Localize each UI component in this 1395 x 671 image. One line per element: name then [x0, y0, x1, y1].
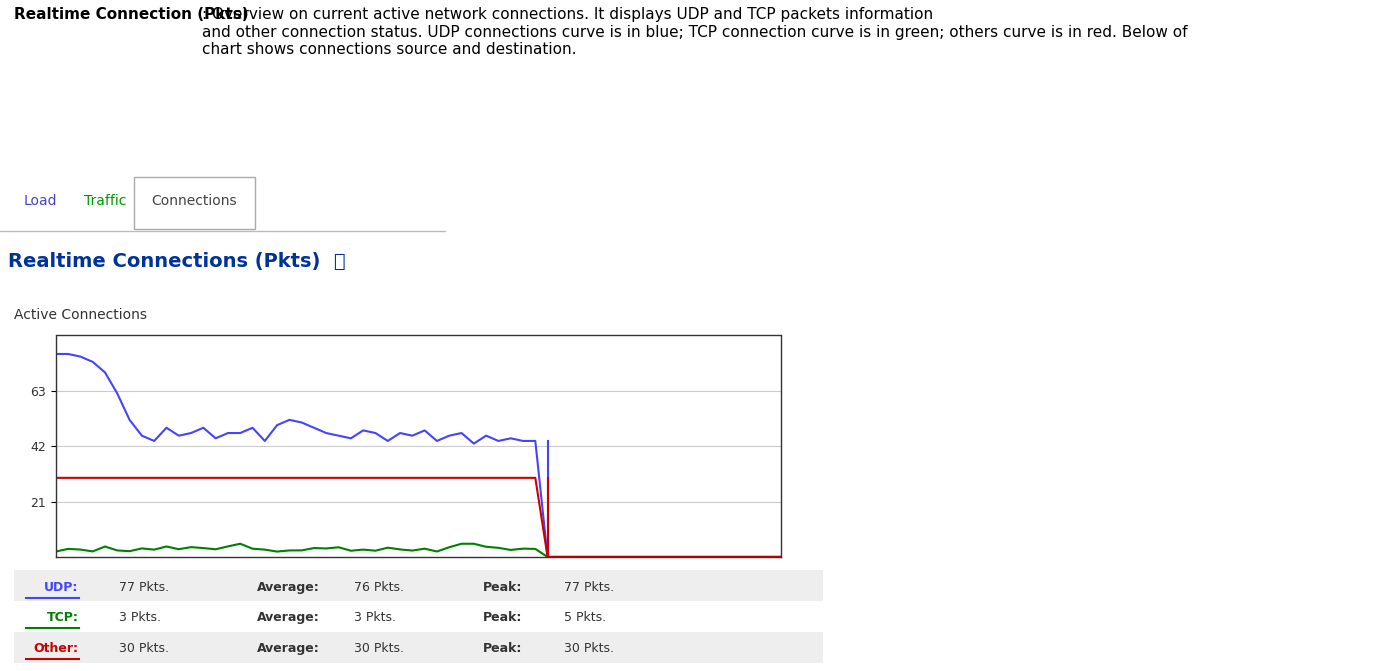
- Text: Traffic: Traffic: [84, 195, 127, 208]
- Text: Average:: Average:: [257, 581, 319, 594]
- Text: 30 Pkts.: 30 Pkts.: [564, 642, 614, 655]
- Text: 3 Pkts.: 3 Pkts.: [119, 611, 162, 624]
- Text: : Overview on current active network connections. It displays UDP and TCP packet: : Overview on current active network con…: [202, 7, 1187, 57]
- Bar: [14, 632, 823, 664]
- Text: TCP:: TCP:: [47, 611, 78, 624]
- Text: Average:: Average:: [257, 611, 319, 624]
- Text: 77 Pkts.: 77 Pkts.: [119, 581, 169, 594]
- Text: Connections: Connections: [152, 195, 237, 208]
- Text: Peak:: Peak:: [483, 611, 523, 624]
- Text: 5 Pkts.: 5 Pkts.: [564, 611, 607, 624]
- Text: Average:: Average:: [257, 642, 319, 655]
- Text: Peak:: Peak:: [483, 581, 523, 594]
- Text: 77 Pkts.: 77 Pkts.: [564, 581, 614, 594]
- Text: Load: Load: [24, 195, 57, 208]
- Text: UDP:: UDP:: [45, 581, 78, 594]
- Text: Other:: Other:: [33, 642, 78, 655]
- Text: Peak:: Peak:: [483, 642, 523, 655]
- Text: 3 Pkts.: 3 Pkts.: [354, 611, 396, 624]
- Text: Active Connections: Active Connections: [14, 309, 146, 322]
- Bar: [14, 570, 823, 601]
- FancyBboxPatch shape: [134, 177, 255, 229]
- Text: Realtime Connections (Pkts)  ⓘ: Realtime Connections (Pkts) ⓘ: [8, 252, 346, 271]
- Text: 30 Pkts.: 30 Pkts.: [354, 642, 403, 655]
- Text: (3 minute window, 3 second interval): (3 minute window, 3 second interval): [586, 570, 781, 580]
- Bar: [14, 601, 823, 632]
- Text: Realtime Connection (Pkts): Realtime Connection (Pkts): [14, 7, 248, 22]
- Text: 76 Pkts.: 76 Pkts.: [354, 581, 403, 594]
- Text: 30 Pkts.: 30 Pkts.: [119, 642, 169, 655]
